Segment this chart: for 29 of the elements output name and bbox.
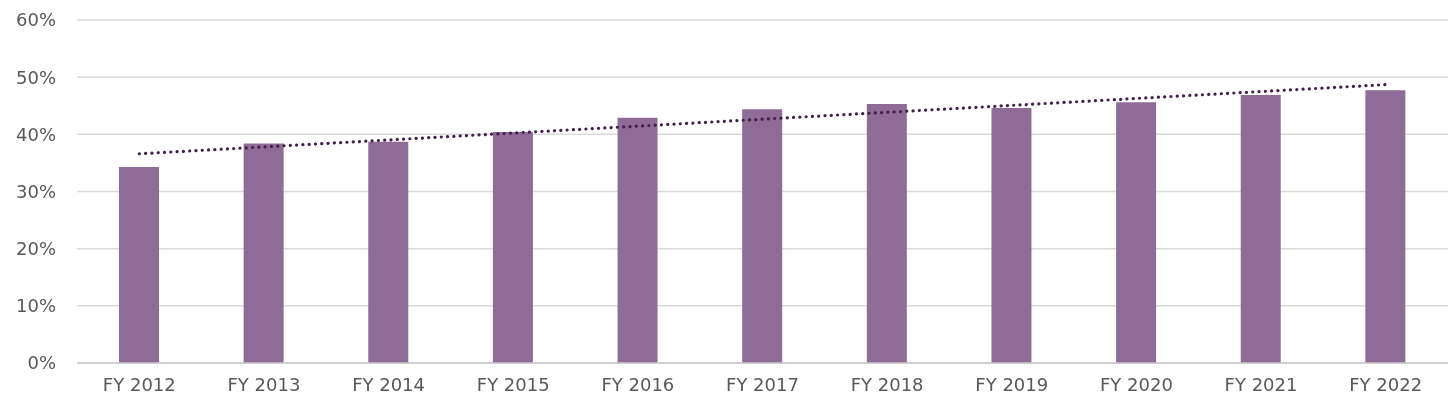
bar [866,104,907,363]
y-tick-label: 60% [15,9,56,31]
x-tick-label: FY 2019 [975,373,1049,395]
x-tick-label: FY 2021 [1224,373,1298,395]
bar [243,143,284,363]
x-tick-label: FY 2012 [102,373,176,395]
y-tick-label: 30% [15,180,56,202]
y-tick-label: 40% [15,123,56,145]
y-tick-label: 50% [15,66,56,88]
x-tick-label: FY 2020 [1099,373,1173,395]
x-tick-label: FY 2018 [850,373,924,395]
bar [991,108,1032,363]
bar [1116,102,1157,363]
bar [368,141,409,363]
y-tick-label: 10% [15,295,56,317]
x-tick-label: FY 2016 [601,373,675,395]
bar [617,117,658,363]
bar [742,109,783,363]
bar [1240,94,1281,363]
x-tick-label: FY 2013 [227,373,301,395]
x-tick-label: FY 2015 [476,373,550,395]
bar [119,166,159,363]
y-tick-label: 0% [27,352,56,374]
y-tick-label: 20% [15,238,56,260]
bar [1365,90,1406,363]
x-tick-label: FY 2017 [726,373,799,395]
bar [492,132,533,363]
x-tick-label: FY 2022 [1349,373,1423,395]
x-tick-label: FY 2014 [352,373,426,395]
